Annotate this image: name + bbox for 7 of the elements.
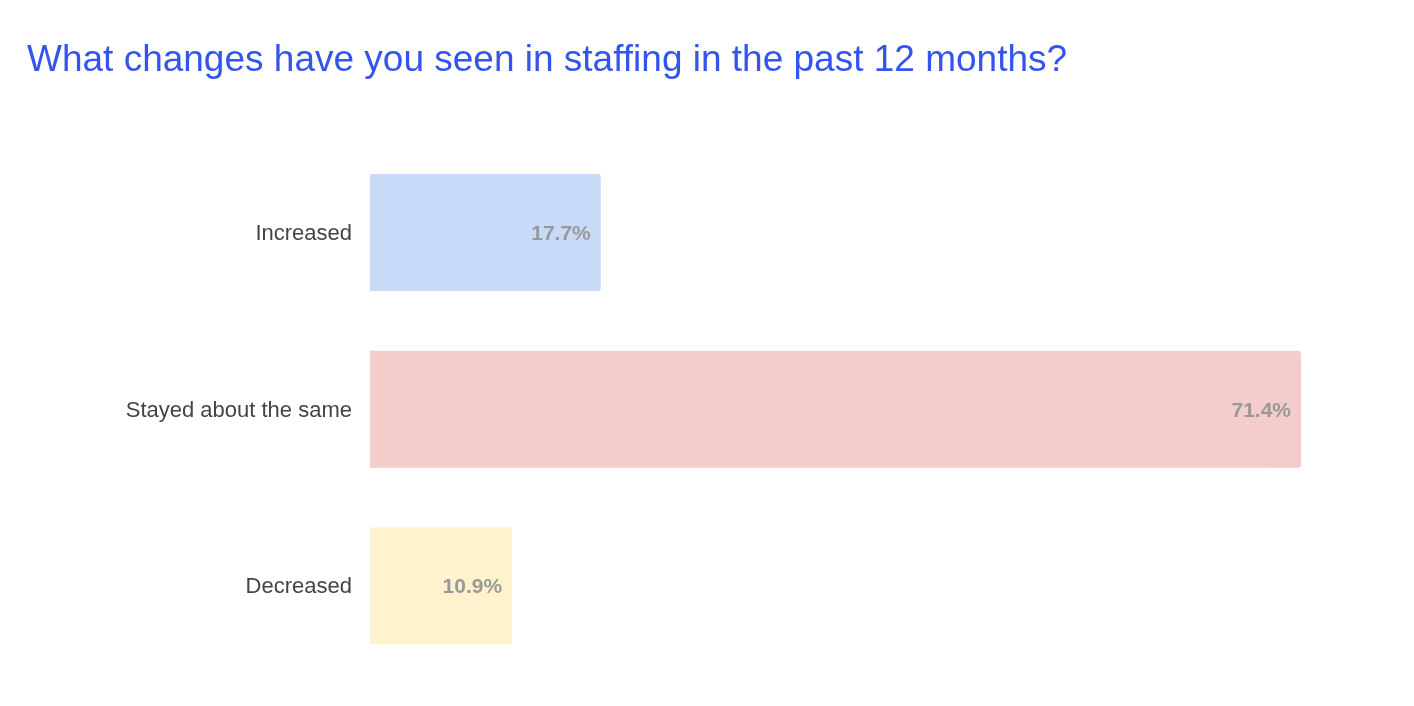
y-tick-label: Stayed about the same	[125, 396, 352, 422]
data-label: 10.9%	[442, 574, 503, 598]
data-label: 17.7%	[531, 221, 592, 245]
chart-title: What changes have you seen in staffing in the past 12 months?	[27, 38, 1068, 80]
y-tick-label: Decreased	[245, 573, 352, 599]
y-tick-label: Increased	[255, 220, 352, 246]
data-label: 71.4%	[1231, 397, 1292, 421]
